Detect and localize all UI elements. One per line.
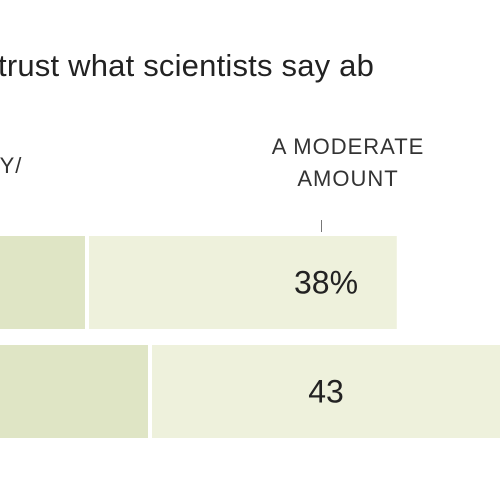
category-header-moderate-line1: A MODERATE	[271, 134, 425, 159]
value-label-moderate-row-1: 38%	[294, 265, 358, 301]
bar-segment-first-row-1	[0, 236, 85, 329]
chart-question-title: trust what scientists say ab	[0, 48, 375, 83]
category-header-moderate: A MODERATE AMOUNT	[238, 131, 458, 195]
bar-segment-moderate-row-1	[89, 236, 397, 329]
header-tick-mark	[321, 220, 322, 232]
value-label-moderate-row-2: 43	[308, 374, 344, 410]
bar-segment-moderate-row-2	[152, 345, 500, 438]
category-header-left: LY/	[0, 153, 23, 178]
bar-segment-first-row-2	[0, 345, 148, 438]
category-header-moderate-line2: AMOUNT	[297, 166, 399, 191]
